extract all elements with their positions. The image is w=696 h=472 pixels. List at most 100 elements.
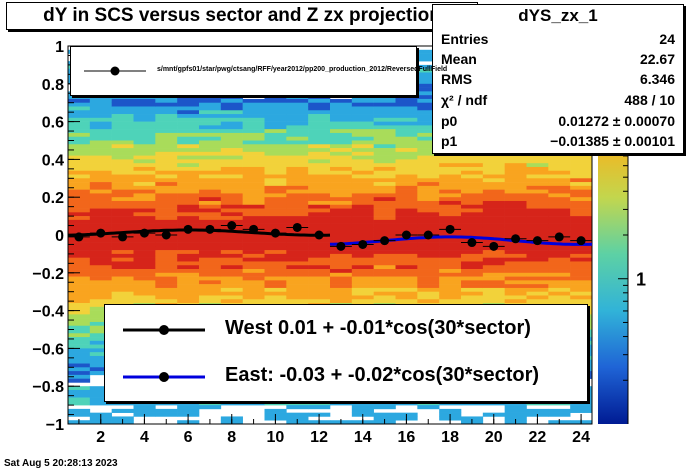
heatmap-cell — [220, 242, 243, 247]
heatmap-cell — [220, 216, 243, 221]
heatmap-cell — [308, 95, 331, 100]
heatmap-cell — [526, 269, 549, 274]
heatmap-cell — [220, 231, 243, 236]
heatmap-cell — [177, 216, 200, 221]
data-point — [205, 224, 215, 234]
heatmap-cell — [395, 208, 418, 213]
heatmap-cell — [570, 401, 593, 406]
heatmap-cell — [504, 223, 527, 228]
heatmap-cell — [526, 257, 549, 262]
heatmap-cell — [373, 219, 396, 224]
heatmap-cell — [373, 227, 396, 232]
heatmap-cell — [242, 170, 265, 175]
heatmap-cell — [89, 197, 112, 202]
heatmap-cell — [504, 295, 527, 300]
heatmap-cell — [373, 416, 396, 421]
heatmap-cell — [177, 193, 200, 198]
heatmap-cell — [482, 166, 505, 172]
heatmap-cell — [220, 280, 243, 285]
heatmap-cell — [242, 257, 265, 262]
heatmap-cell — [439, 200, 462, 206]
heatmap-cell — [461, 231, 484, 236]
heatmap-cell — [89, 125, 112, 130]
heatmap-cell — [68, 276, 91, 281]
heatmap-cell — [111, 253, 134, 258]
heatmap-cell — [155, 200, 178, 206]
heatmap-cell — [286, 261, 309, 266]
heatmap-cell — [417, 269, 440, 274]
heatmap-cell — [526, 185, 549, 190]
heatmap-cell — [417, 144, 440, 149]
heatmap-cell — [548, 246, 571, 251]
heatmap-cell — [242, 166, 265, 172]
heatmap-cell — [111, 159, 134, 164]
heatmap-cell — [242, 178, 265, 183]
heatmap-cell — [330, 163, 353, 168]
heatmap-cell — [68, 374, 91, 379]
heatmap-cell — [199, 265, 222, 270]
heatmap-cell — [133, 144, 156, 149]
data-point — [401, 230, 411, 240]
data-point — [511, 234, 521, 244]
heatmap-cell — [351, 185, 374, 190]
heatmap-cell — [199, 155, 222, 160]
heatmap-cell — [439, 272, 462, 277]
heatmap-cell — [264, 170, 287, 175]
heatmap-cell — [68, 393, 91, 398]
heatmap-cell — [133, 185, 156, 190]
heatmap-cell — [570, 163, 593, 168]
heatmap-cell — [177, 185, 200, 190]
heatmap-cell — [351, 257, 374, 262]
data-points — [68, 221, 592, 251]
x-tick-label: 10 — [267, 429, 285, 446]
heatmap-cell — [68, 291, 91, 296]
heatmap-cell — [395, 227, 418, 232]
heatmap-cell — [308, 261, 331, 266]
heatmap-cell — [526, 200, 549, 206]
heatmap-cell — [89, 98, 112, 103]
heatmap-cell — [286, 272, 309, 277]
heatmap-cell — [526, 231, 549, 236]
heatmap-cell — [526, 299, 549, 304]
heatmap-cell — [330, 159, 353, 164]
heatmap-cell — [89, 352, 112, 357]
heatmap-cell — [155, 151, 178, 156]
heatmap-cell — [177, 269, 200, 274]
heatmap-cell — [504, 265, 527, 270]
heatmap-cell — [220, 197, 243, 202]
heatmap-cell — [417, 129, 440, 134]
heatmap-cell — [526, 219, 549, 224]
heatmap-cell — [242, 136, 265, 141]
heatmap-cell — [373, 144, 396, 149]
heatmap-cell — [417, 76, 440, 81]
heatmap-cell — [220, 200, 243, 206]
heatmap-cell — [68, 284, 91, 289]
y-tick-label: −0.4 — [32, 304, 64, 321]
heatmap-cell — [286, 269, 309, 274]
heatmap-cell — [177, 242, 200, 247]
heatmap-cell — [133, 98, 156, 103]
heatmap-cell — [199, 189, 222, 194]
heatmap-cell — [177, 261, 200, 266]
heatmap-cell — [482, 250, 505, 255]
heatmap-cell — [155, 98, 178, 103]
heatmap-cell — [264, 95, 287, 100]
y-tick-label: −1 — [46, 417, 64, 434]
heatmap-cell — [373, 110, 396, 115]
heatmap-cell — [264, 408, 287, 413]
heatmap-cell — [155, 117, 178, 122]
heatmap-cell — [89, 246, 112, 251]
heatmap-cell — [570, 223, 593, 228]
heatmap-cell — [373, 102, 396, 107]
stats-key: p1 — [441, 133, 458, 149]
heatmap-cell — [155, 412, 178, 417]
heatmap-cell — [570, 204, 593, 209]
chart-title: dY in SCS versus sector and Z zx project… — [6, 2, 478, 30]
heatmap-cell — [155, 280, 178, 285]
heatmap-cell — [351, 125, 374, 130]
heatmap-cell — [308, 219, 331, 224]
heatmap-cell — [548, 163, 571, 168]
data-point — [270, 228, 280, 238]
heatmap-cell — [199, 208, 222, 213]
heatmap-cell — [286, 148, 309, 153]
